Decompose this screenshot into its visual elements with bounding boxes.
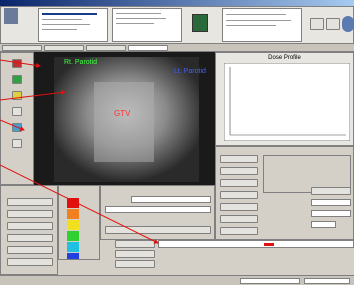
arrow (0, 165, 158, 243)
status-bar (0, 275, 354, 285)
arrow-overlay (0, 0, 354, 285)
arrow (0, 60, 40, 66)
arrow (0, 120, 24, 130)
status-field (304, 278, 350, 284)
status-field (240, 278, 300, 284)
app-window: Rt. Parotid Lt. Parotid GTV Dose Profile (0, 0, 354, 285)
arrow (0, 92, 65, 100)
